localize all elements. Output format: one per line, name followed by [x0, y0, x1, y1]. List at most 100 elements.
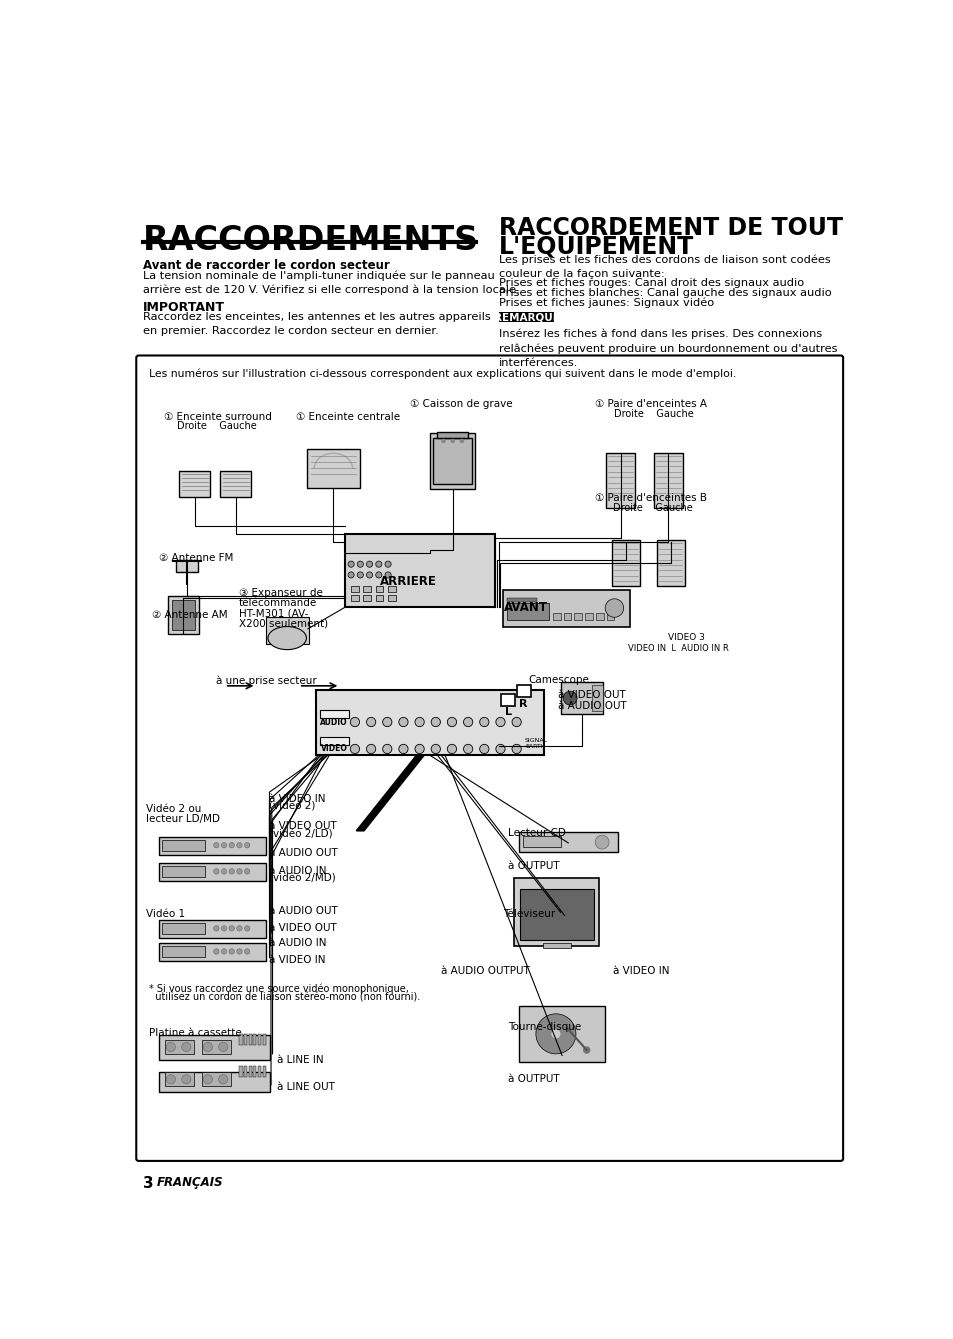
Circle shape [218, 1042, 228, 1051]
Bar [500, 694, 515, 706]
Bar [605, 453, 635, 507]
Bar [433, 438, 472, 485]
Text: AVANT: AVANT [504, 601, 548, 615]
Bar [375, 595, 383, 601]
Bar [158, 862, 266, 881]
Circle shape [221, 869, 227, 874]
Bar [162, 947, 205, 957]
Circle shape [375, 561, 381, 568]
Text: lecteur LD/MD: lecteur LD/MD [146, 814, 220, 823]
Circle shape [213, 869, 219, 874]
Bar [316, 690, 543, 755]
FancyBboxPatch shape [136, 355, 842, 1161]
Circle shape [562, 691, 577, 706]
Text: à AUDIO OUT: à AUDIO OUT [269, 848, 338, 857]
Text: (vidéo 2/MD): (vidéo 2/MD) [269, 874, 335, 884]
Text: ① Paire d'enceintes B: ① Paire d'enceintes B [595, 493, 706, 503]
Bar [239, 1066, 242, 1077]
Bar [363, 585, 371, 592]
Circle shape [181, 1042, 191, 1051]
Text: RACCORDEMENT DE TOUT: RACCORDEMENT DE TOUT [498, 216, 842, 240]
Circle shape [244, 949, 250, 955]
Text: à AUDIO IN: à AUDIO IN [269, 939, 327, 948]
Bar [262, 1066, 265, 1077]
Circle shape [479, 744, 489, 754]
Text: X200 seulement): X200 seulement) [238, 619, 328, 628]
Bar [319, 738, 349, 744]
Text: Lecteur CD: Lecteur CD [508, 828, 565, 837]
Text: SIGNAL
EARTH: SIGNAL EARTH [524, 738, 547, 749]
Text: RACCORDEMENTS: RACCORDEMENTS [143, 224, 478, 257]
Text: Raccordez les enceintes, les antennes et les autres appareils
en premier. Raccor: Raccordez les enceintes, les antennes et… [143, 312, 491, 336]
Bar [363, 595, 371, 601]
Circle shape [221, 949, 227, 955]
Bar [436, 431, 468, 438]
Text: à OUTPUT: à OUTPUT [508, 1074, 559, 1083]
Bar [656, 541, 684, 586]
Text: Droite    Gauche: Droite Gauche [177, 420, 256, 431]
Text: ② Antenne AM: ② Antenne AM [152, 611, 228, 620]
Circle shape [366, 561, 373, 568]
Bar [502, 589, 629, 627]
Circle shape [213, 925, 219, 931]
Bar [319, 711, 349, 718]
Circle shape [350, 744, 359, 754]
Circle shape [236, 925, 242, 931]
Text: Prises et fiches rouges: Canal droit des signaux audio: Prises et fiches rouges: Canal droit des… [498, 277, 803, 288]
Circle shape [348, 572, 354, 578]
Text: Droite    Gauche: Droite Gauche [614, 410, 694, 419]
Ellipse shape [268, 627, 306, 649]
Bar [552, 613, 560, 620]
Circle shape [229, 869, 234, 874]
Bar [388, 585, 395, 592]
Bar [518, 832, 617, 852]
Circle shape [203, 1075, 213, 1083]
Circle shape [451, 439, 454, 442]
Circle shape [244, 925, 250, 931]
Text: Vidéo 2 ou: Vidéo 2 ou [146, 805, 201, 814]
Text: utilisez un cordon de liaison stéréo-mono (non fourni).: utilisez un cordon de liaison stéréo-mon… [149, 992, 419, 1003]
Text: VIDEO IN  L  AUDIO IN R: VIDEO IN L AUDIO IN R [627, 644, 727, 653]
Circle shape [236, 869, 242, 874]
Text: Avant de raccorder le cordon secteur: Avant de raccorder le cordon secteur [143, 260, 390, 272]
Text: à VIDEO OUT: à VIDEO OUT [269, 821, 336, 832]
Text: Les numéros sur l'illustration ci-dessous correspondent aux explications qui sui: Les numéros sur l'illustration ci-dessou… [149, 368, 735, 379]
Bar [351, 595, 358, 601]
Circle shape [447, 744, 456, 754]
Bar [179, 471, 210, 497]
Circle shape [356, 572, 363, 578]
Text: ③ Expanseur de: ③ Expanseur de [238, 588, 322, 599]
Text: à VIDEO IN: à VIDEO IN [269, 794, 326, 803]
Circle shape [496, 744, 504, 754]
Circle shape [236, 949, 242, 955]
Bar [574, 613, 581, 620]
Bar [249, 1066, 252, 1077]
Bar [158, 1035, 270, 1060]
Bar [257, 1034, 261, 1044]
Bar [162, 866, 205, 877]
Circle shape [604, 599, 623, 617]
Circle shape [213, 842, 219, 848]
Bar [253, 1034, 256, 1044]
Bar [249, 1034, 252, 1044]
Text: à VIDEO IN: à VIDEO IN [612, 967, 669, 976]
Bar [220, 471, 251, 497]
Text: ① Enceinte centrale: ① Enceinte centrale [295, 411, 399, 422]
Circle shape [385, 572, 391, 578]
Bar [351, 585, 358, 592]
Circle shape [415, 718, 424, 727]
Circle shape [463, 744, 473, 754]
Circle shape [229, 949, 234, 955]
Text: ARRIERE: ARRIERE [379, 574, 436, 588]
Circle shape [496, 718, 504, 727]
Bar [519, 889, 593, 940]
Circle shape [244, 842, 250, 848]
Circle shape [583, 1047, 589, 1052]
Bar [606, 613, 614, 620]
Bar [563, 613, 571, 620]
Bar [265, 616, 309, 644]
Circle shape [181, 1075, 191, 1083]
Text: à AUDIO IN: à AUDIO IN [269, 866, 327, 876]
Circle shape [350, 718, 359, 727]
Bar [542, 943, 570, 948]
